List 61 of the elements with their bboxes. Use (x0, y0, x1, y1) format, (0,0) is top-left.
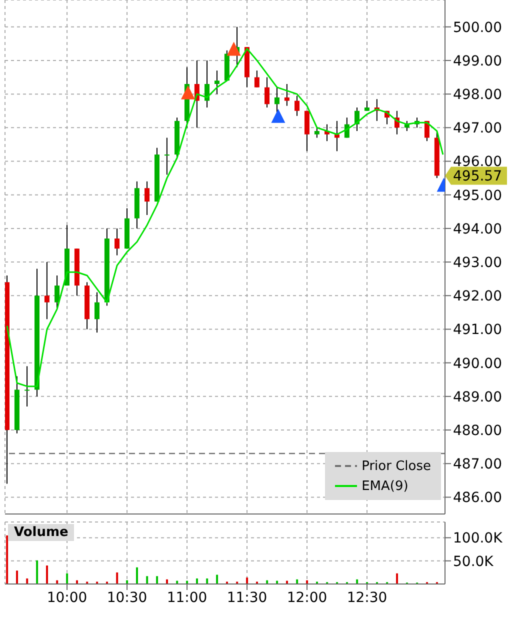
candlestick (214, 70, 220, 95)
candlestick (304, 110, 310, 152)
chart-title: Volume (8, 524, 74, 541)
candlestick (274, 86, 280, 115)
x-tick-label: 12:00 (286, 590, 328, 606)
y-tick-label: 490.00 (453, 356, 502, 372)
bar (216, 574, 218, 584)
candlestick (294, 95, 300, 116)
y-tick-label: 487.00 (453, 456, 502, 473)
candlestick (54, 274, 60, 310)
candlestick (264, 76, 270, 108)
y-tick-label: 497.00 (453, 120, 502, 137)
bar (46, 565, 48, 584)
bar (246, 578, 248, 584)
y-tick-label: 486.00 (453, 490, 502, 506)
y-tick-label: 496.00 (453, 154, 502, 170)
y-tick-label: 489.00 (453, 389, 502, 406)
candlestick (364, 100, 370, 112)
y-tick-label: 500.00 (453, 20, 502, 36)
candlestick (164, 137, 170, 176)
bar (196, 578, 198, 584)
bar (6, 535, 8, 584)
bar (206, 578, 208, 584)
y-tick-label: 100.0K (453, 530, 504, 547)
candlestick (114, 228, 120, 256)
annotation: 495.57 (453, 168, 502, 185)
bar (146, 576, 148, 584)
point (180, 85, 195, 100)
y-tick-label: 491.00 (453, 322, 502, 338)
y-tick-label: 499.00 (453, 53, 502, 70)
candlestick (24, 366, 30, 407)
candlestick (44, 262, 50, 320)
bar (36, 560, 38, 584)
y-tick-label: 493.00 (453, 255, 502, 272)
line-series (6, 48, 444, 388)
x-tick-label: 11:30 (226, 590, 268, 606)
legend-label: EMA(9) (362, 478, 408, 494)
y-tick-label: 50.0K (453, 554, 494, 570)
y-tick-label: 494.00 (453, 221, 502, 238)
x-tick-label: 12:30 (346, 590, 388, 606)
bar (396, 573, 398, 584)
bar (16, 570, 18, 584)
candlestick (254, 70, 260, 88)
candlestick (284, 83, 290, 106)
x-tick-label: 10:30 (106, 590, 148, 606)
x-tick-label: 11:00 (166, 590, 208, 606)
bar (136, 567, 138, 584)
x-tick-label: 10:00 (46, 590, 88, 606)
candlestick (314, 127, 320, 138)
y-tick-label: 498.00 (453, 87, 502, 104)
point (226, 42, 241, 56)
bar (116, 572, 118, 584)
candlestick (94, 292, 100, 334)
candlestick (144, 180, 150, 216)
bar (66, 573, 68, 584)
bar (26, 578, 28, 584)
y-tick-label: 492.00 (453, 288, 502, 305)
bar (156, 576, 158, 584)
legend-label: Prior Close (362, 458, 431, 474)
y-tick-label: 488.00 (453, 422, 502, 439)
y-tick-label: 495.00 (453, 188, 502, 204)
